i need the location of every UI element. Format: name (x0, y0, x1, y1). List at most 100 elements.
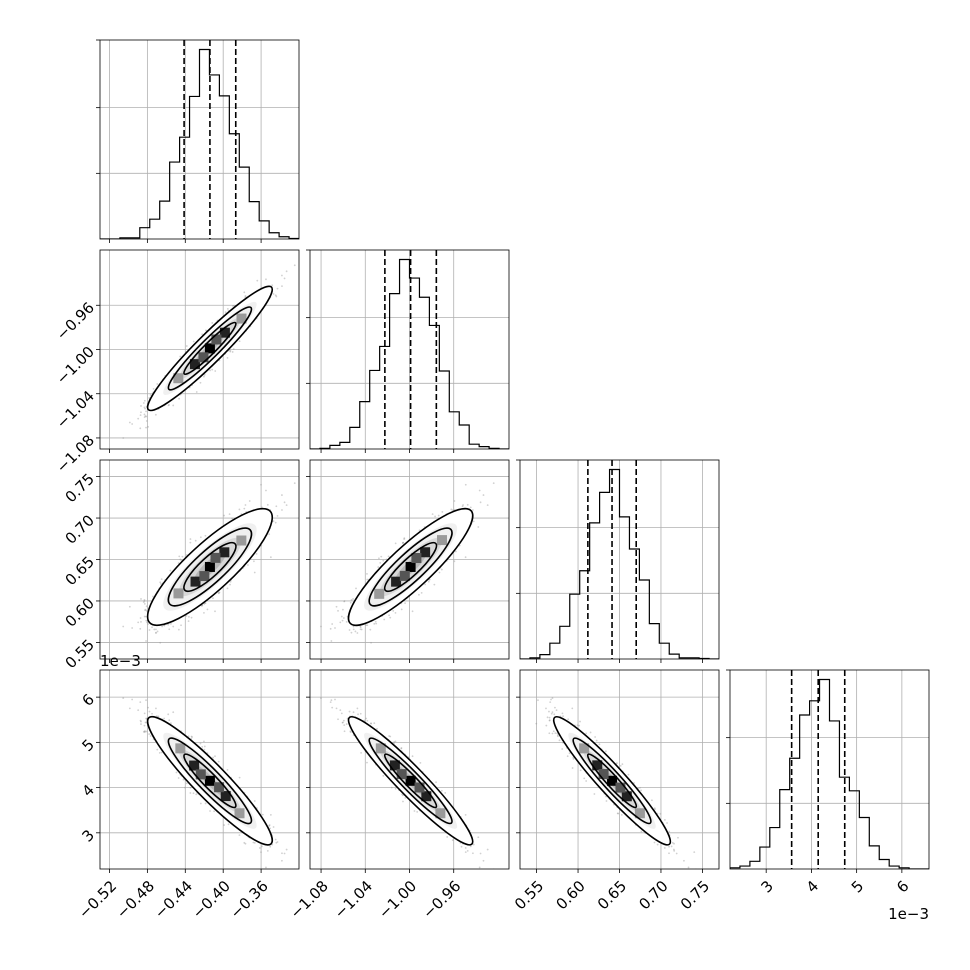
sample-point (145, 609, 148, 612)
sample-point (226, 356, 229, 359)
sample-point (265, 278, 267, 281)
sample-point (140, 405, 142, 407)
sample-point (360, 628, 363, 631)
sample-point (268, 533, 271, 535)
sample-point (356, 632, 359, 634)
sample-point (272, 293, 275, 295)
sample-point (265, 489, 267, 492)
sample-point (194, 539, 197, 542)
sample-point (145, 410, 147, 413)
sample-point (139, 617, 142, 619)
sample-point (152, 387, 155, 390)
sample-point (366, 578, 369, 581)
corner-panels: −1.08−1.04−1.00−0.960.550.600.650.700.75… (53, 39, 930, 923)
sample-point (402, 541, 405, 544)
density-cell (204, 561, 215, 572)
sample-point (285, 270, 288, 273)
sample-point (228, 513, 231, 516)
sample-point (373, 622, 376, 625)
sample-point (341, 619, 344, 622)
histogram-series (100, 48, 299, 239)
sample-point (226, 587, 229, 590)
density-cell (199, 571, 210, 582)
sample-point (168, 628, 171, 631)
sample-point (232, 305, 234, 307)
sample-point (224, 311, 227, 314)
sample-point (187, 620, 190, 623)
contour-line (167, 527, 253, 607)
y-tick-label: −1.00 (53, 343, 98, 388)
panel-frame (99, 39, 300, 240)
sample-point (143, 399, 146, 402)
sample-point (204, 329, 207, 332)
sample-point (359, 625, 362, 628)
histogram-series (310, 258, 509, 449)
sample-point (137, 621, 140, 624)
sample-point (244, 504, 247, 506)
sample-point (271, 284, 274, 287)
contour-line (146, 507, 274, 627)
sample-point (128, 605, 131, 608)
sample-point (203, 373, 206, 376)
sample-point (178, 397, 181, 400)
sample-point (283, 501, 286, 504)
sample-point (148, 629, 151, 631)
sample-point (243, 291, 246, 294)
y-tick-label: 0.70 (62, 511, 98, 547)
sample-point (203, 603, 206, 605)
sample-point (366, 573, 368, 575)
sample-point (434, 515, 436, 518)
sample-point (229, 349, 232, 352)
sample-point (142, 402, 145, 404)
sample-point (281, 509, 283, 511)
sample-point (204, 602, 207, 605)
sample-point (244, 296, 247, 299)
density-cell (189, 359, 200, 370)
sample-point (418, 593, 420, 596)
sample-point (400, 608, 403, 611)
sample-point (140, 621, 142, 623)
sample-point (160, 583, 162, 585)
sample-point (256, 279, 259, 282)
density-cell (204, 343, 215, 354)
sample-point (466, 503, 469, 506)
sample-point (167, 404, 170, 407)
sample-point (274, 294, 277, 297)
sample-point (478, 489, 481, 492)
y-tick-label: 0.75 (62, 470, 98, 506)
sample-point (217, 591, 220, 594)
sample-point (427, 580, 430, 583)
sample-point (253, 560, 255, 563)
sample-point (403, 537, 406, 540)
sample-point (226, 307, 229, 310)
sample-point (293, 482, 296, 485)
y-tick-label: 0.55 (62, 636, 98, 672)
sample-point (144, 415, 147, 417)
sample-point (145, 420, 148, 422)
sample-point (201, 604, 204, 607)
sample-point (275, 505, 278, 508)
sample-point (248, 500, 251, 502)
sample-point (153, 628, 156, 631)
sample-point (303, 472, 305, 474)
scatter-panel (310, 460, 509, 659)
sample-point (238, 340, 241, 343)
sample-point (144, 609, 147, 612)
sample-point (185, 615, 188, 617)
sample-point (260, 483, 262, 486)
sample-point (155, 632, 157, 634)
sample-point (209, 369, 211, 372)
sample-point (172, 404, 175, 407)
density-cell (211, 334, 222, 345)
sample-point (243, 507, 246, 510)
sample-point (343, 600, 346, 603)
sample-point (281, 274, 283, 277)
contour-line (167, 306, 253, 391)
sample-point (380, 555, 383, 558)
y-tick-label: 0.65 (62, 553, 98, 589)
sample-point (145, 605, 148, 608)
sample-point (139, 427, 142, 430)
contour-line (146, 285, 274, 412)
sample-point (303, 241, 305, 243)
sample-point (454, 550, 457, 553)
